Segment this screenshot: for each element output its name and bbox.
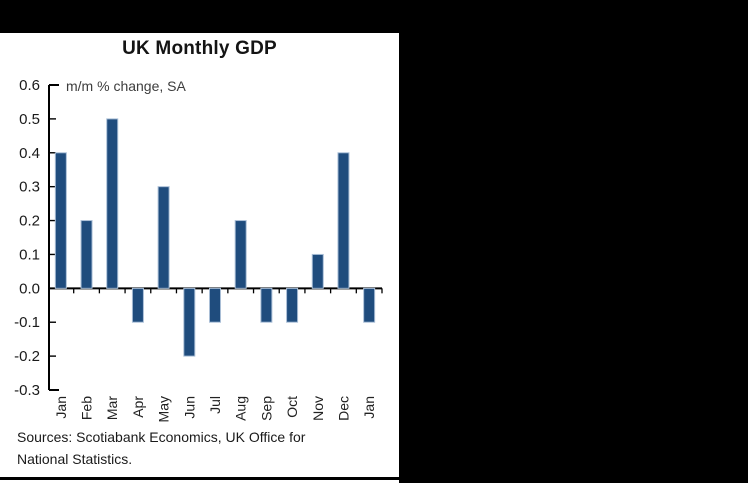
x-category-label: Jul: [207, 396, 223, 414]
bar-apr-3: [131, 287, 144, 323]
chart-panel: UK Monthly GDP m/m % change, SA 0.6 0.5 0.…: [0, 33, 399, 483]
y-tick-label: 0.6: [19, 77, 40, 94]
bar-jan-12: [363, 287, 376, 323]
x-category-label: Oct: [284, 396, 300, 418]
y-tick-label: 0.2: [19, 213, 40, 230]
x-category-label: Mar: [104, 396, 120, 420]
x-category-label: Jan: [361, 396, 377, 419]
y-tick-label: 0.5: [19, 111, 40, 128]
x-category-label: Sep: [258, 396, 274, 421]
y-tick-label: -0.2: [14, 348, 40, 365]
x-category-label: Dec: [335, 396, 351, 421]
bar-jul-6: [209, 287, 221, 323]
chart-subtitle: m/m % change, SA: [66, 78, 186, 94]
bar-mar-2: [106, 118, 119, 289]
bar-dec-11: [337, 152, 350, 289]
x-category-label: Nov: [310, 396, 326, 421]
bar-feb-1: [80, 220, 93, 289]
x-category-label: Jan: [53, 396, 69, 419]
y-tick-label: 0.4: [19, 145, 40, 162]
source-note: Sources: Scotiabank Economics, UK Office…: [17, 426, 389, 470]
x-category-label: Apr: [130, 396, 146, 418]
y-tick-label: -0.3: [14, 382, 40, 399]
top-black-border: [0, 0, 748, 33]
bar-may-4: [157, 186, 170, 289]
right-black-panel: [399, 33, 748, 483]
gdp-bar-chart: 0.6 0.5 0.4 0.3 0.2 0.1 0.0 -0.1 -0.2 -0.3 Jan Feb M…: [14, 77, 383, 422]
source-line-1: Sources: Scotiabank Economics, UK Office…: [17, 429, 306, 445]
bar-nov-10: [311, 253, 324, 289]
x-category-label: Jun: [181, 396, 197, 419]
y-tick-label: 0.0: [19, 280, 40, 297]
bar-jan-0: [54, 152, 67, 289]
y-tick-label: -0.1: [14, 314, 40, 331]
x-category-label: May: [156, 396, 172, 422]
bar-sep-8: [260, 287, 273, 323]
bar-jun-5: [183, 287, 196, 357]
source-line-2: National Statistics.: [17, 451, 133, 467]
y-tick-label: 0.1: [19, 246, 40, 263]
bar-aug-7: [234, 220, 247, 289]
chart-title: UK Monthly GDP: [122, 38, 277, 59]
x-category-label: Feb: [79, 396, 95, 420]
x-category-label: Aug: [233, 396, 249, 421]
y-tick-label: 0.3: [19, 179, 40, 196]
bottom-border-rule: [0, 477, 399, 480]
bar-oct-9: [286, 287, 299, 323]
